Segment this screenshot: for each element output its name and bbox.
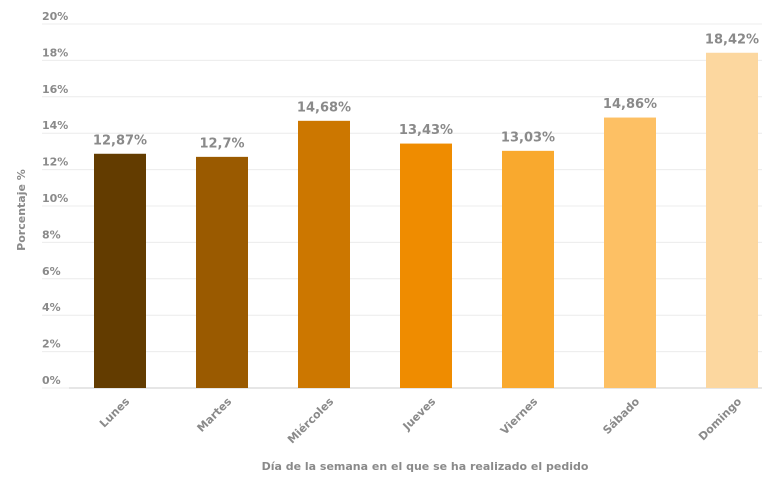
x-tick-label: Domingo [696,395,745,444]
y-tick-label: 6% [42,265,61,278]
y-tick-label: 16% [42,83,68,96]
y-tick-label: 2% [42,338,61,351]
bar [604,117,656,388]
x-axis-title: Día de la semana en el que se ha realiza… [262,460,589,473]
bar [400,143,452,388]
value-label: 12,7% [199,136,244,151]
bar [298,120,350,388]
bar [502,150,554,388]
bar [94,153,146,388]
y-tick-label: 0% [42,374,61,387]
value-label: 18,42% [705,32,759,47]
value-label: 14,86% [603,97,657,112]
y-tick-label: 8% [42,228,61,241]
value-label: 13,03% [501,130,555,145]
x-tick-label: Sábado [600,395,642,437]
y-tick-label: 14% [42,119,68,132]
bar [196,156,248,388]
y-tick-label: 20% [42,10,68,23]
y-tick-label: 4% [42,301,61,314]
bar [706,52,758,388]
value-label: 12,87% [93,133,147,148]
y-tick-label: 10% [42,192,68,205]
y-tick-label: 18% [42,46,68,59]
x-tick-label: Lunes [97,395,132,430]
x-tick-label: Miércoles [285,395,337,447]
value-label: 14,68% [297,100,351,115]
x-tick-label: Martes [195,395,235,435]
x-tick-label: Jueves [400,395,439,434]
y-axis-title: Porcentaje % [15,169,28,251]
x-tick-label: Viernes [498,395,541,438]
value-label: 13,43% [399,123,453,138]
y-tick-label: 12% [42,156,68,169]
